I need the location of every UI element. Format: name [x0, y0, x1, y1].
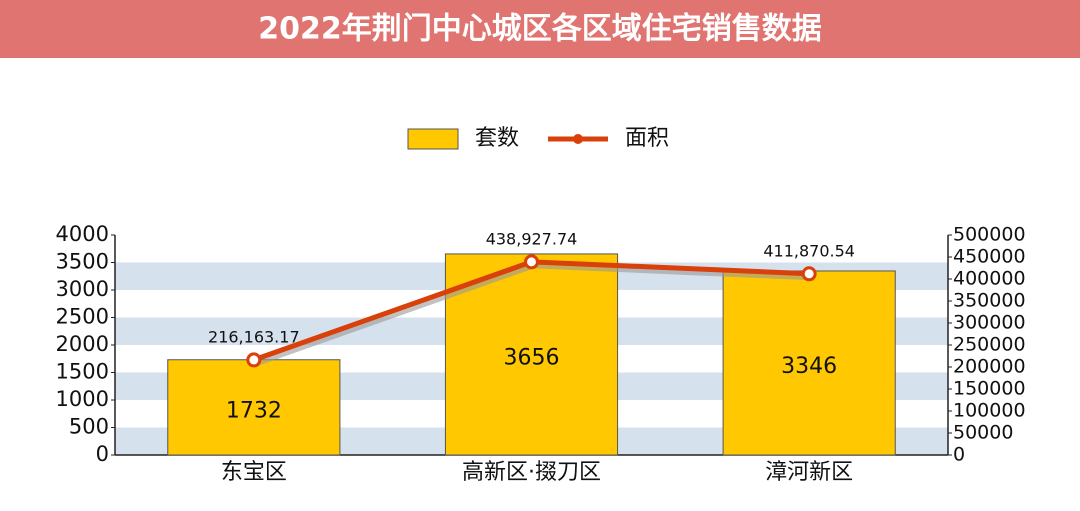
y-tick-label: 1000 [56, 387, 109, 411]
y-tick-label: 1500 [56, 360, 109, 384]
line-value-label: 438,927.74 [486, 229, 578, 248]
bar [167, 359, 341, 456]
y2-tick-label: 50000 [953, 422, 1013, 444]
y-tick-label: 2500 [56, 305, 109, 329]
x-tick-label: 高新区·掇刀区 [462, 460, 601, 485]
y-tick-label: 0 [96, 442, 109, 466]
y2-tick-label: 0 [953, 444, 965, 466]
y2-tick-label: 350000 [953, 290, 1026, 312]
y2-tick-label: 250000 [953, 334, 1026, 356]
y-tick-label: 500 [69, 415, 109, 439]
line-marker [801, 266, 817, 282]
chart-title: 2022年荆门中心城区各区域住宅销售数据 [258, 12, 822, 47]
bar-value-label: 1732 [226, 398, 282, 423]
y-tick-label: 4000 [56, 222, 109, 246]
y2-tick-label: 200000 [953, 356, 1026, 378]
y2-tick-label: 300000 [953, 312, 1026, 334]
y2-tick-label: 150000 [953, 378, 1026, 400]
legend-label: 面积 [625, 126, 669, 151]
x-tick-label: 东宝区 [221, 460, 287, 485]
legend-marker [573, 134, 583, 144]
bar-value-label: 3656 [504, 345, 560, 370]
bar-value-label: 3346 [781, 354, 837, 379]
y-tick-label: 3500 [56, 250, 109, 274]
legend-swatch [407, 128, 459, 150]
y-tick-label: 3000 [56, 277, 109, 301]
y2-tick-label: 400000 [953, 268, 1026, 290]
line-value-label: 216,163.17 [208, 327, 300, 346]
y-tick-label: 2000 [56, 332, 109, 356]
line-marker [246, 352, 262, 368]
legend-label: 套数 [475, 126, 519, 151]
x-tick-label: 漳河新区 [765, 460, 853, 485]
y2-tick-label: 500000 [953, 224, 1026, 246]
y2-tick-label: 100000 [953, 400, 1026, 422]
line-marker [524, 254, 539, 270]
title-banner [0, 0, 1080, 58]
line-value-label: 411,870.54 [763, 241, 855, 260]
y2-tick-label: 450000 [953, 246, 1026, 268]
